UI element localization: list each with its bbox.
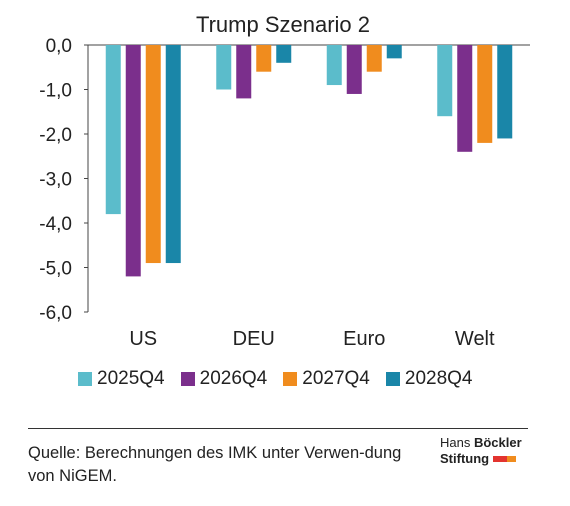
bar-us-2028q4 — [165, 45, 181, 264]
category-labels: US DEU Euro Welt — [129, 328, 495, 350]
category-label: Welt — [455, 328, 495, 350]
y-tick-label: -1,0 — [39, 81, 72, 102]
category-label: US — [129, 328, 157, 350]
bar-welt-2028q4 — [497, 45, 513, 139]
bar-deu-2025q4 — [216, 45, 232, 90]
y-tick-labels: 0,0 -1,0 -2,0 -3,0 -4,0 -5,0 -6,0 — [39, 36, 88, 324]
y-tick-label: -5,0 — [39, 259, 72, 280]
bar-deu-2028q4 — [276, 45, 292, 63]
bar-euro-2028q4 — [386, 45, 402, 59]
legend-item: 2027Q4 — [283, 368, 370, 390]
bar-us-2026q4 — [125, 45, 141, 277]
category-label: DEU — [233, 328, 275, 350]
bar-welt-2026q4 — [457, 45, 473, 152]
bar-chart: Trump Szenario 2 0,0 -1,0 -2,0 -3,0 -4,0 -5,0… — [39, 12, 530, 350]
bars — [105, 45, 513, 277]
source-note: Quelle: Berechnungen des IMK unter Verwe… — [28, 444, 402, 485]
bar-euro-2027q4 — [366, 45, 382, 72]
y-tick-label: 0,0 — [46, 36, 72, 57]
logo-text-stiftung: Stiftung — [440, 451, 490, 466]
legend-swatch — [385, 372, 400, 386]
legend-label: 2025Q4 — [97, 368, 165, 389]
y-tick-label: -6,0 — [39, 303, 72, 324]
y-tick-label: -3,0 — [39, 170, 72, 191]
legend-swatch — [283, 372, 298, 386]
legend-label: 2027Q4 — [302, 368, 370, 389]
y-tick-label: -2,0 — [39, 125, 72, 146]
bar-deu-2026q4 — [236, 45, 252, 99]
logo-text-boeckler: Böckler — [473, 435, 522, 450]
legend-label: 2028Q4 — [404, 368, 473, 389]
bar-welt-2025q4 — [437, 45, 453, 117]
legend-item: 2025Q4 — [78, 368, 165, 390]
legend-swatch — [78, 372, 92, 386]
legend-item: 2028Q4 — [385, 368, 473, 390]
legend-item: 2026Q4 — [180, 368, 268, 390]
bar-euro-2026q4 — [346, 45, 362, 94]
hans-boeckler-logo: Hans Böckler Stiftung — [440, 435, 522, 467]
category-label: Euro — [343, 328, 385, 350]
legend-swatch — [180, 372, 195, 386]
bar-euro-2025q4 — [326, 45, 342, 86]
chart-title: Trump Szenario 2 — [196, 12, 370, 37]
bar-welt-2027q4 — [477, 45, 493, 143]
logo-color-bar — [493, 456, 517, 462]
logo-text-hans: Hans — [440, 435, 474, 450]
bar-us-2027q4 — [145, 45, 161, 264]
footer-divider — [28, 428, 528, 429]
bar-deu-2027q4 — [256, 45, 272, 72]
bar-us-2025q4 — [105, 45, 121, 215]
legend: 2025Q4 2026Q4 2027Q4 2028Q4 — [78, 368, 473, 390]
y-tick-label: -4,0 — [39, 214, 72, 235]
legend-label: 2026Q4 — [199, 368, 268, 389]
